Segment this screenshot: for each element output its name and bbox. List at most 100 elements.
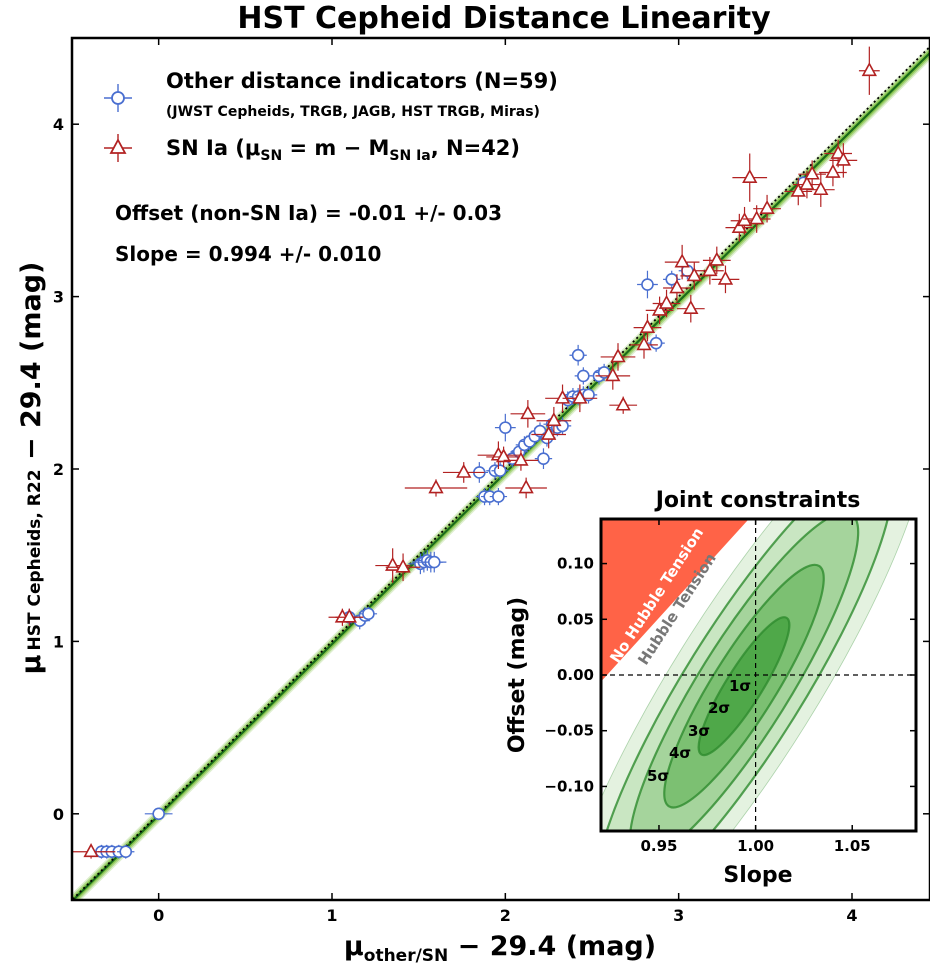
- triangle-marker: [749, 210, 765, 225]
- sn-ia-point: [652, 289, 681, 318]
- triangle-marker: [799, 175, 815, 190]
- triangle-marker: [428, 479, 444, 494]
- triangle-marker: [669, 279, 685, 294]
- inset-y-tick-label: −0.10: [544, 777, 594, 795]
- sn-ia-point: [600, 343, 636, 371]
- triangle-marker: [651, 301, 668, 316]
- circle-marker: [597, 366, 611, 379]
- y-axis-label: μHST Cepheids, R22 − 29.4 (mag): [16, 262, 47, 675]
- circle-marker: [119, 845, 133, 859]
- triangle-marker: [813, 181, 829, 196]
- sn-ia-point: [562, 384, 598, 413]
- inset-ticks: 0.95 1.00 1.05 0.10 0.05 0.00 −0.05 −0.10: [544, 519, 916, 855]
- inset-x-tick-label: 1.00: [737, 837, 774, 855]
- triangle-marker: [742, 168, 758, 183]
- circle-marker: [493, 464, 507, 478]
- triangle-marker: [636, 336, 652, 351]
- sn-ia-point: [829, 143, 858, 178]
- circle-marker: [577, 369, 590, 383]
- circle-marker: [571, 348, 585, 362]
- sigma-label: 3σ: [688, 722, 710, 740]
- legend-label-snia: SN Ia (μSN = m − MSN Ia, N=42): [166, 136, 520, 164]
- sn-ia-point: [442, 462, 485, 483]
- triangle-marker: [639, 318, 656, 333]
- sn-ia-point: [72, 843, 116, 859]
- sn-ia-point: [595, 362, 631, 390]
- circle-marker: [362, 607, 375, 621]
- x-tick-label: 2: [500, 906, 511, 925]
- circle-marker: [649, 336, 663, 350]
- sn-ia-point: [663, 274, 691, 302]
- sigma-label: 1σ: [729, 677, 751, 695]
- sn-ia-point: [819, 158, 847, 187]
- inset-y-label: Offset (mag): [505, 597, 530, 753]
- circle-marker: [499, 421, 512, 434]
- other-indicator-point: [569, 344, 587, 366]
- y-tick-label: 1: [53, 632, 64, 651]
- other-indicator-point: [647, 334, 665, 352]
- sn-ia-point: [486, 446, 521, 468]
- other-indicator-point: [637, 270, 658, 299]
- circle-marker: [641, 278, 654, 291]
- sn-ia-point: [609, 396, 638, 414]
- circle-marker: [582, 388, 595, 402]
- other-indicator-point: [579, 386, 598, 404]
- x-tick-label: 0: [153, 906, 164, 925]
- sigma-label: 4σ: [669, 744, 691, 762]
- inset-y-tick-label: 0.10: [557, 555, 594, 573]
- sn-ia-point: [404, 479, 468, 497]
- sn-ia-point: [696, 256, 724, 285]
- y-tick-label: 0: [53, 805, 64, 824]
- triangle-marker: [518, 479, 534, 494]
- other-indicator-point: [494, 413, 516, 442]
- main-plot-area: 0 1 2 3 4 0 1 2 3 4: [53, 36, 930, 925]
- circle-marker: [492, 490, 505, 503]
- sn-ia-point: [676, 294, 705, 323]
- legend-label-other: Other distance indicators (N=59): [166, 69, 558, 93]
- y-tick-label: 2: [53, 460, 64, 479]
- triangle-marker: [572, 389, 588, 404]
- triangle-marker: [790, 182, 806, 197]
- other-indicator-point: [491, 462, 509, 480]
- inset-y-tick-label: 0.00: [557, 666, 594, 684]
- legend-marker-triangle: [104, 134, 132, 162]
- triangle-marker: [835, 151, 851, 166]
- triangle-marker: [385, 556, 401, 571]
- sn-ia-point: [630, 331, 658, 359]
- sn-ia-point: [753, 194, 781, 223]
- sn-ia-point: [503, 450, 539, 471]
- no-tension-region: [601, 519, 749, 682]
- triangle-marker: [759, 200, 775, 215]
- triangle-marker: [825, 163, 841, 178]
- triangle-marker: [804, 165, 820, 180]
- sn-ia-point: [725, 213, 754, 242]
- sn-ia-point: [536, 406, 572, 435]
- inset-x-label: Slope: [723, 863, 792, 888]
- triangle-marker: [495, 448, 512, 463]
- triangle-marker: [520, 405, 536, 420]
- sn-ia-point: [793, 170, 821, 199]
- y-tick-label: 3: [53, 288, 64, 307]
- sn-ia-point: [711, 265, 740, 294]
- sigma-label: 2σ: [708, 699, 730, 717]
- data-points: [72, 46, 880, 859]
- triangle-marker: [615, 396, 631, 411]
- triangle-marker: [709, 251, 725, 266]
- triangle-marker: [605, 367, 621, 382]
- main-ticks: 0 1 2 3 4 0 1 2 3 4: [53, 38, 930, 925]
- sn-ia-point: [385, 553, 421, 582]
- triangle-marker: [554, 389, 571, 404]
- sn-ia-point: [702, 246, 731, 275]
- other-indicator-point: [534, 448, 553, 469]
- chart-title: HST Cepheid Distance Linearity: [237, 1, 771, 36]
- triangle-marker: [717, 270, 734, 285]
- triangle-marker: [546, 412, 562, 427]
- inset-contours: [601, 519, 916, 831]
- sn-ia-point: [784, 177, 813, 206]
- x-tick-label: 3: [673, 906, 684, 925]
- triangle-marker: [683, 299, 699, 315]
- legend-marker-circle: [104, 84, 132, 112]
- legend: Other distance indicators (N=59) (JWST C…: [104, 69, 558, 164]
- sn-ia-point: [806, 172, 835, 207]
